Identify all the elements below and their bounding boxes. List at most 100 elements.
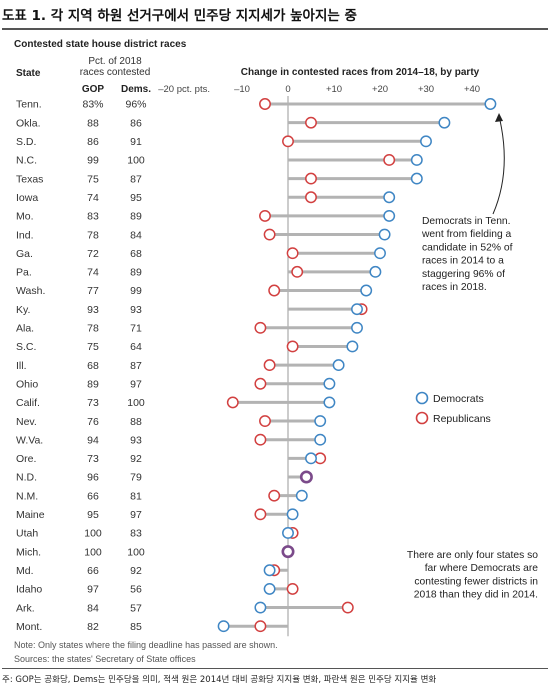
annotation-line: There are only four states so <box>407 550 538 561</box>
democrat-point <box>286 508 299 521</box>
state-row: Idaho 97 56 <box>16 582 299 596</box>
gop-value: 66 <box>87 565 99 577</box>
gop-value: 75 <box>87 341 99 353</box>
x-tick-label: +30 <box>418 84 434 95</box>
democrat-point <box>484 98 497 110</box>
gop-value: 75 <box>87 173 99 185</box>
state-label: Tenn. <box>16 99 42 111</box>
state-row: Ky. 93 93 <box>16 303 368 316</box>
x-tick-label: –10 <box>234 84 250 95</box>
state-row: N.M. 66 81 <box>16 489 308 502</box>
state-label: S.D. <box>16 136 36 148</box>
state-label: Okla. <box>16 117 41 129</box>
democrat-point <box>295 489 308 502</box>
gop-value: 100 <box>84 528 102 540</box>
republican-point <box>341 601 354 614</box>
annotation-arrow <box>492 115 505 215</box>
state-row: Mo. 83 89 <box>16 209 396 223</box>
republican-point <box>254 620 267 633</box>
gop-value: 66 <box>87 490 99 502</box>
header-dems: Dems. <box>121 84 151 95</box>
dems-value: 95 <box>130 192 142 204</box>
republican-point <box>254 508 267 521</box>
state-label: Ark. <box>16 602 35 614</box>
democrat-point <box>346 340 359 353</box>
dems-value: 100 <box>127 546 145 558</box>
democrat-point <box>438 116 451 129</box>
dems-value: 87 <box>130 360 142 372</box>
republican-point <box>259 415 271 427</box>
state-label: Nev. <box>16 416 37 428</box>
dems-value: 79 <box>130 472 142 484</box>
dems-value: 88 <box>130 416 142 428</box>
state-label: Md. <box>16 565 34 577</box>
annotation-line: candidate in 52% of <box>422 242 513 253</box>
state-label: Utah <box>16 528 38 540</box>
gop-value: 74 <box>87 192 99 204</box>
dems-value: 87 <box>130 173 142 185</box>
democrat-point <box>217 620 230 633</box>
dems-value: 64 <box>130 341 142 353</box>
dems-value: 57 <box>130 602 142 614</box>
legend-republicans-label: Republicans <box>433 413 491 425</box>
state-row: Pa. 74 89 <box>16 265 382 279</box>
democrat-point <box>383 209 396 222</box>
header-pct-line1: Pct. of 2018 <box>88 56 142 67</box>
legend-democrats-marker <box>415 391 429 405</box>
gop-value: 73 <box>87 397 99 409</box>
legend-republicans-marker <box>415 411 429 425</box>
state-label: Calif. <box>16 397 40 409</box>
republican-point <box>259 209 271 222</box>
chart-title: Contested state house district races <box>14 39 187 50</box>
chart-header: Change in contested races from 2014–18, … <box>241 67 480 78</box>
state-row: Tenn. 83% 96% <box>16 98 497 111</box>
dems-value: 97 <box>130 378 142 390</box>
republican-point <box>383 154 396 166</box>
democrat-point <box>374 247 386 260</box>
democrat-point <box>410 172 423 185</box>
state-row: Ore. 73 92 <box>16 452 327 465</box>
dems-value: 84 <box>130 229 142 241</box>
annotation-line: staggering 96% of <box>422 269 505 280</box>
state-row: Okla. 88 86 <box>16 116 451 129</box>
state-row: Ill. 68 87 <box>16 359 345 372</box>
democrat-point <box>378 228 391 241</box>
state-label: Ga. <box>16 248 33 260</box>
gop-value: 89 <box>87 378 99 390</box>
dems-value: 100 <box>127 155 145 167</box>
dems-value: 89 <box>130 267 142 279</box>
republican-point <box>305 116 317 129</box>
dems-value: 91 <box>130 136 142 148</box>
annotation-line: 2018 than they did in 2014. <box>414 590 538 601</box>
x-tick-label: +40 <box>464 84 480 95</box>
gop-value: 97 <box>87 584 99 596</box>
state-row: S.C. 75 64 <box>16 340 359 353</box>
republican-point <box>268 489 281 502</box>
state-row: W.Va. 94 93 <box>16 433 327 446</box>
dems-value: 97 <box>130 509 142 521</box>
arrow-head-icon <box>495 113 503 122</box>
state-row: Texas 75 87 <box>16 172 423 185</box>
state-row: Md. 66 92 <box>16 564 288 577</box>
state-row: Ala. 78 71 <box>16 321 363 335</box>
state-label: Wash. <box>16 285 45 297</box>
democrat-point <box>351 303 363 316</box>
dems-value: 93 <box>130 304 142 316</box>
republican-point <box>305 191 317 204</box>
state-label: W.Va. <box>16 434 43 446</box>
dems-value: 83 <box>130 528 142 540</box>
state-label: Mo. <box>16 211 34 223</box>
republican-point <box>263 228 276 241</box>
state-label: Ore. <box>16 453 36 465</box>
dems-value: 56 <box>130 584 142 596</box>
annotation-fewer-districts: There are only four states so far where D… <box>407 550 538 601</box>
state-label: Ind. <box>16 229 34 241</box>
annotation-tennessee: Democrats in Tenn. went from fielding a ca… <box>421 216 513 293</box>
x-tick-label: +20 <box>372 84 388 95</box>
state-label: Mich. <box>16 546 41 558</box>
gop-value: 100 <box>84 546 102 558</box>
gop-value: 93 <box>87 304 99 316</box>
state-label: S.C. <box>16 341 36 353</box>
republican-point <box>226 396 239 409</box>
dems-value: 85 <box>130 621 142 633</box>
